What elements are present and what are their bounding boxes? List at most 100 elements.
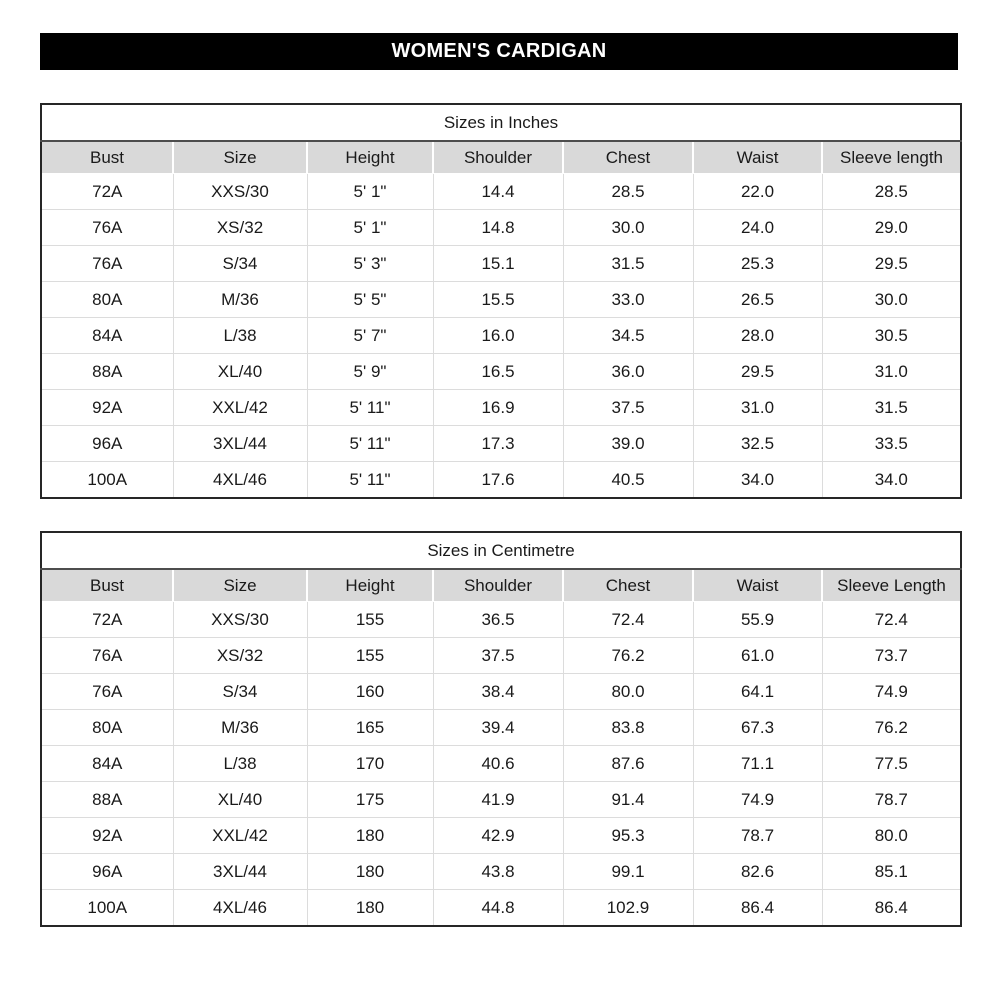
table-cell: 170 xyxy=(306,745,434,782)
table-cell: 92A xyxy=(41,389,174,426)
table-cell: 3XL/44 xyxy=(172,853,308,890)
table-row: 92A XXL/42 5' 11" 16.9 37.5 31.0 31.5 xyxy=(41,389,961,426)
table-row: 72A XXS/30 5' 1" 14.4 28.5 22.0 28.5 xyxy=(41,173,961,210)
table-cell: 4XL/46 xyxy=(172,889,308,927)
table-cell: 15.1 xyxy=(432,245,564,282)
table-cell: 29.0 xyxy=(821,209,961,246)
table-cell: 87.6 xyxy=(562,745,694,782)
table-cell: 15.5 xyxy=(432,281,564,318)
table-cell: 76A xyxy=(41,245,174,282)
table-cell: 14.8 xyxy=(432,209,564,246)
table-cell: XL/40 xyxy=(172,781,308,818)
table-cell: 40.6 xyxy=(432,745,564,782)
table-cell: 5' 9" xyxy=(306,353,434,390)
table-cell: 38.4 xyxy=(432,673,564,710)
table-cell: 39.0 xyxy=(562,425,694,462)
column-header: Chest xyxy=(562,569,694,602)
table-cell: 86.4 xyxy=(692,889,823,927)
column-header: Shoulder xyxy=(432,569,564,602)
table-cell: 78.7 xyxy=(692,817,823,854)
column-header: Height xyxy=(306,569,434,602)
page-title: WOMEN'S CARDIGAN xyxy=(40,33,958,70)
table-row: 80A M/36 5' 5" 15.5 33.0 26.5 30.0 xyxy=(41,281,961,318)
table-cell: 76A xyxy=(41,637,174,674)
table-cell: 95.3 xyxy=(562,817,694,854)
table-cell: 44.8 xyxy=(432,889,564,927)
table-cell: 39.4 xyxy=(432,709,564,746)
table-cell: 28.0 xyxy=(692,317,823,354)
table-cell: 155 xyxy=(306,637,434,674)
table-cell: XXS/30 xyxy=(172,601,308,638)
table-cell: 17.6 xyxy=(432,461,564,499)
column-header: Sleeve Length xyxy=(820,569,962,602)
column-header: Bust xyxy=(41,569,174,602)
table-cell: 96A xyxy=(41,853,174,890)
table-cell: 76.2 xyxy=(821,709,962,746)
table-cell: 28.5 xyxy=(821,173,961,210)
table-cell: 78.7 xyxy=(821,781,962,818)
table-cell: 34.0 xyxy=(692,461,823,499)
table-cell: 92A xyxy=(41,817,174,854)
table-cell: 30.5 xyxy=(821,317,961,354)
table-cell: 14.4 xyxy=(432,173,564,210)
table-cell: 99.1 xyxy=(562,853,694,890)
table-row: 88A XL/40 5' 9" 16.5 36.0 29.5 31.0 xyxy=(41,353,961,390)
table-cell: 30.0 xyxy=(821,281,961,318)
table-cell: 165 xyxy=(306,709,434,746)
table-cell: 100A xyxy=(41,889,174,927)
table-row: 100A 4XL/46 5' 11" 17.6 40.5 34.0 34.0 xyxy=(41,461,961,499)
column-header: Sleeve length xyxy=(821,141,961,174)
table-cell: S/34 xyxy=(172,245,308,282)
table-cell: 72A xyxy=(41,601,174,638)
table-cell: 5' 1" xyxy=(306,209,434,246)
table-cell: 16.9 xyxy=(432,389,564,426)
table-cell: 16.5 xyxy=(432,353,564,390)
table-header-row: Bust Size Height Shoulder Chest Waist Sleeve l… xyxy=(41,141,961,174)
table-cell: 72.4 xyxy=(821,601,962,638)
table-cell: 100A xyxy=(41,461,174,499)
table-cell: 80A xyxy=(41,709,174,746)
column-header: Size xyxy=(172,569,308,602)
table-cell: 31.5 xyxy=(821,389,961,426)
table-cell: 91.4 xyxy=(562,781,694,818)
table-cell: 33.5 xyxy=(821,425,961,462)
table-cell: 5' 3" xyxy=(306,245,434,282)
table-cell: 40.5 xyxy=(562,461,694,499)
table-row: 76A S/34 5' 3" 15.1 31.5 25.3 29.5 xyxy=(41,245,961,282)
table-row: 96A 3XL/44 180 43.8 99.1 82.6 85.1 xyxy=(41,853,962,890)
table-title: Sizes in Inches xyxy=(41,104,961,142)
table-cell: 80.0 xyxy=(821,817,962,854)
table-cell: 5' 11" xyxy=(306,425,434,462)
table-cell: 86.4 xyxy=(821,889,962,927)
table-row: 100A 4XL/46 180 44.8 102.9 86.4 86.4 xyxy=(41,889,962,927)
column-header: Size xyxy=(172,141,308,174)
column-header: Shoulder xyxy=(432,141,564,174)
table-cell: 77.5 xyxy=(821,745,962,782)
table-cell: 55.9 xyxy=(692,601,823,638)
table-cell: 180 xyxy=(306,817,434,854)
table-cell: 180 xyxy=(306,853,434,890)
table-cell: 34.5 xyxy=(562,317,694,354)
table-cell: 80.0 xyxy=(562,673,694,710)
table-cell: 5' 1" xyxy=(306,173,434,210)
table-cell: 73.7 xyxy=(821,637,962,674)
table-cell: 71.1 xyxy=(692,745,823,782)
table-cell: 5' 11" xyxy=(306,461,434,499)
table-cell: 36.5 xyxy=(432,601,564,638)
table-cell: 76A xyxy=(41,209,174,246)
table-cell: L/38 xyxy=(172,317,308,354)
table-cell: 88A xyxy=(41,353,174,390)
table-cell: 5' 5" xyxy=(306,281,434,318)
table-cell: 28.5 xyxy=(562,173,694,210)
table-title-row: Sizes in Inches xyxy=(41,104,961,142)
table-cell: XL/40 xyxy=(172,353,308,390)
table-row: 76A XS/32 5' 1" 14.8 30.0 24.0 29.0 xyxy=(41,209,961,246)
table-cell: 64.1 xyxy=(692,673,823,710)
table-row: 92A XXL/42 180 42.9 95.3 78.7 80.0 xyxy=(41,817,962,854)
table-cell: 25.3 xyxy=(692,245,823,282)
table-cell: 155 xyxy=(306,601,434,638)
table-cell: XXL/42 xyxy=(172,817,308,854)
table-cell: 85.1 xyxy=(821,853,962,890)
table-cell: 37.5 xyxy=(562,389,694,426)
